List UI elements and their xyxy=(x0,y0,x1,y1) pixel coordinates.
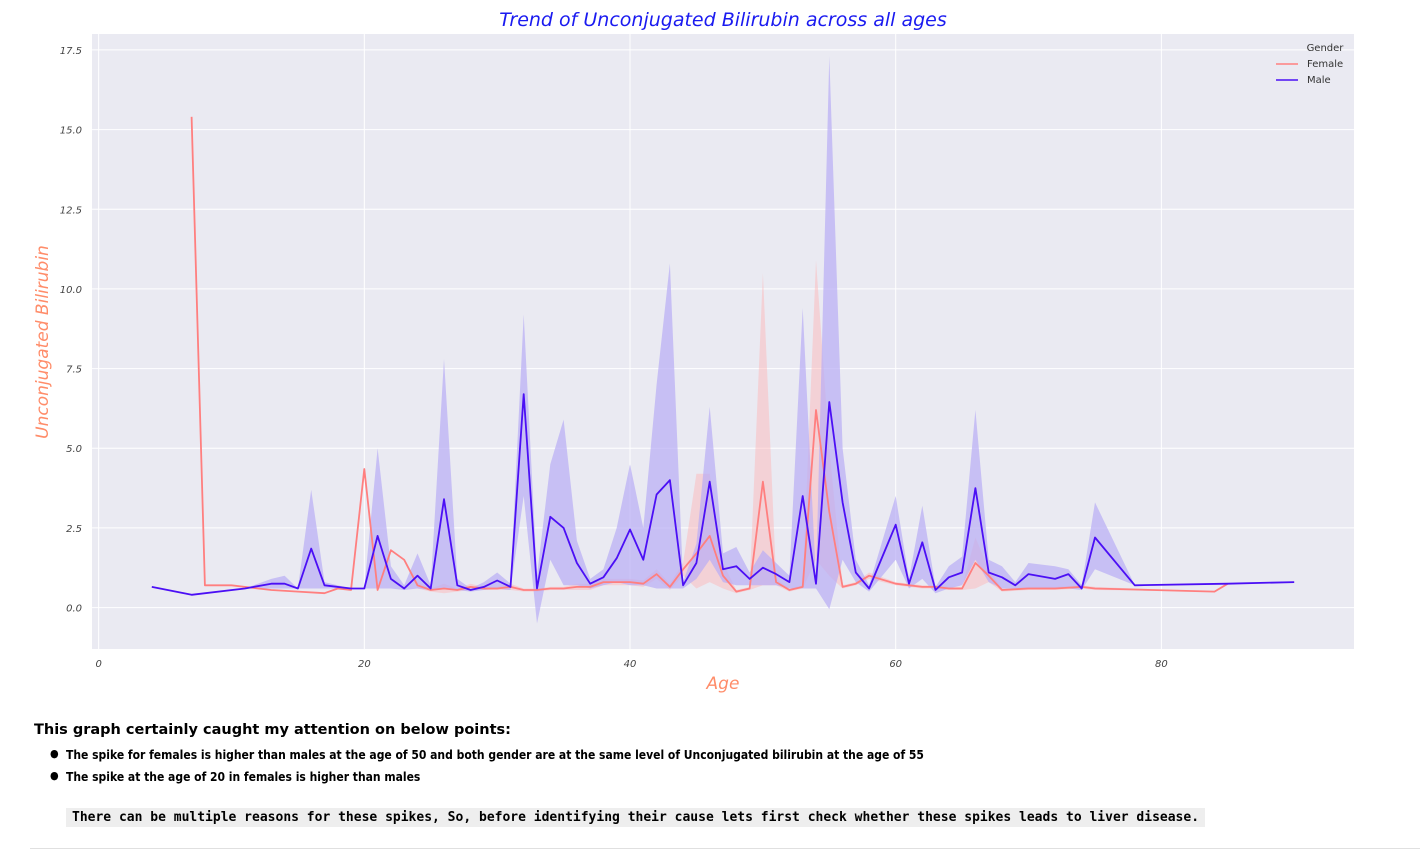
y-tick-label: 10.0 xyxy=(60,285,82,296)
code-note: There can be multiple reasons for these … xyxy=(66,808,1206,827)
confidence-bands xyxy=(151,56,1295,624)
note-point-1: The spike for females is higher than mal… xyxy=(50,747,1394,762)
ci-band-male xyxy=(151,56,1295,624)
y-axis-label: Unconjugated Bilirubin xyxy=(33,245,53,439)
legend: Gender Female Male xyxy=(1276,43,1344,86)
series-line-female xyxy=(190,116,1229,595)
y-tick-label: 0.0 xyxy=(66,604,82,615)
chart-title: Trend of Unconjugated Bilirubin across a… xyxy=(499,9,947,31)
y-tick-label: 2.5 xyxy=(66,524,82,535)
x-tick-label: 40 xyxy=(624,659,637,670)
x-tick-label: 0 xyxy=(95,659,101,670)
series-lines xyxy=(151,116,1295,596)
x-tick-label: 20 xyxy=(358,659,371,670)
notes-section: This graph certainly caught my attention… xyxy=(34,722,1394,792)
y-tick-label: 7.5 xyxy=(66,365,82,376)
legend-title: Gender xyxy=(1307,43,1345,54)
note-point-2: The spike at the age of 20 in females is… xyxy=(50,769,1394,784)
notes-heading: This graph certainly caught my attention… xyxy=(34,722,511,738)
divider xyxy=(30,848,1420,849)
y-tick-label: 15.0 xyxy=(60,126,82,137)
y-tick-label: 12.5 xyxy=(60,205,82,216)
notes-list: The spike for females is higher than mal… xyxy=(34,747,1394,784)
legend-label-male: Male xyxy=(1307,75,1331,86)
y-tick-label: 5.0 xyxy=(66,444,82,455)
y-tick-labels: 0.0 2.5 5.0 7.5 10.0 12.5 15.0 17.5 xyxy=(60,46,82,615)
x-tick-label: 80 xyxy=(1155,659,1168,670)
x-axis-label: Age xyxy=(706,674,740,694)
x-tick-label: 60 xyxy=(889,659,902,670)
legend-label-female: Female xyxy=(1307,59,1343,70)
x-tick-labels: 0 20 40 60 80 xyxy=(95,659,1167,670)
bilirubin-line-chart: Trend of Unconjugated Bilirubin across a… xyxy=(33,9,1354,694)
series-line-male xyxy=(151,393,1295,596)
y-tick-label: 17.5 xyxy=(60,46,82,57)
plot-area xyxy=(92,34,1354,649)
